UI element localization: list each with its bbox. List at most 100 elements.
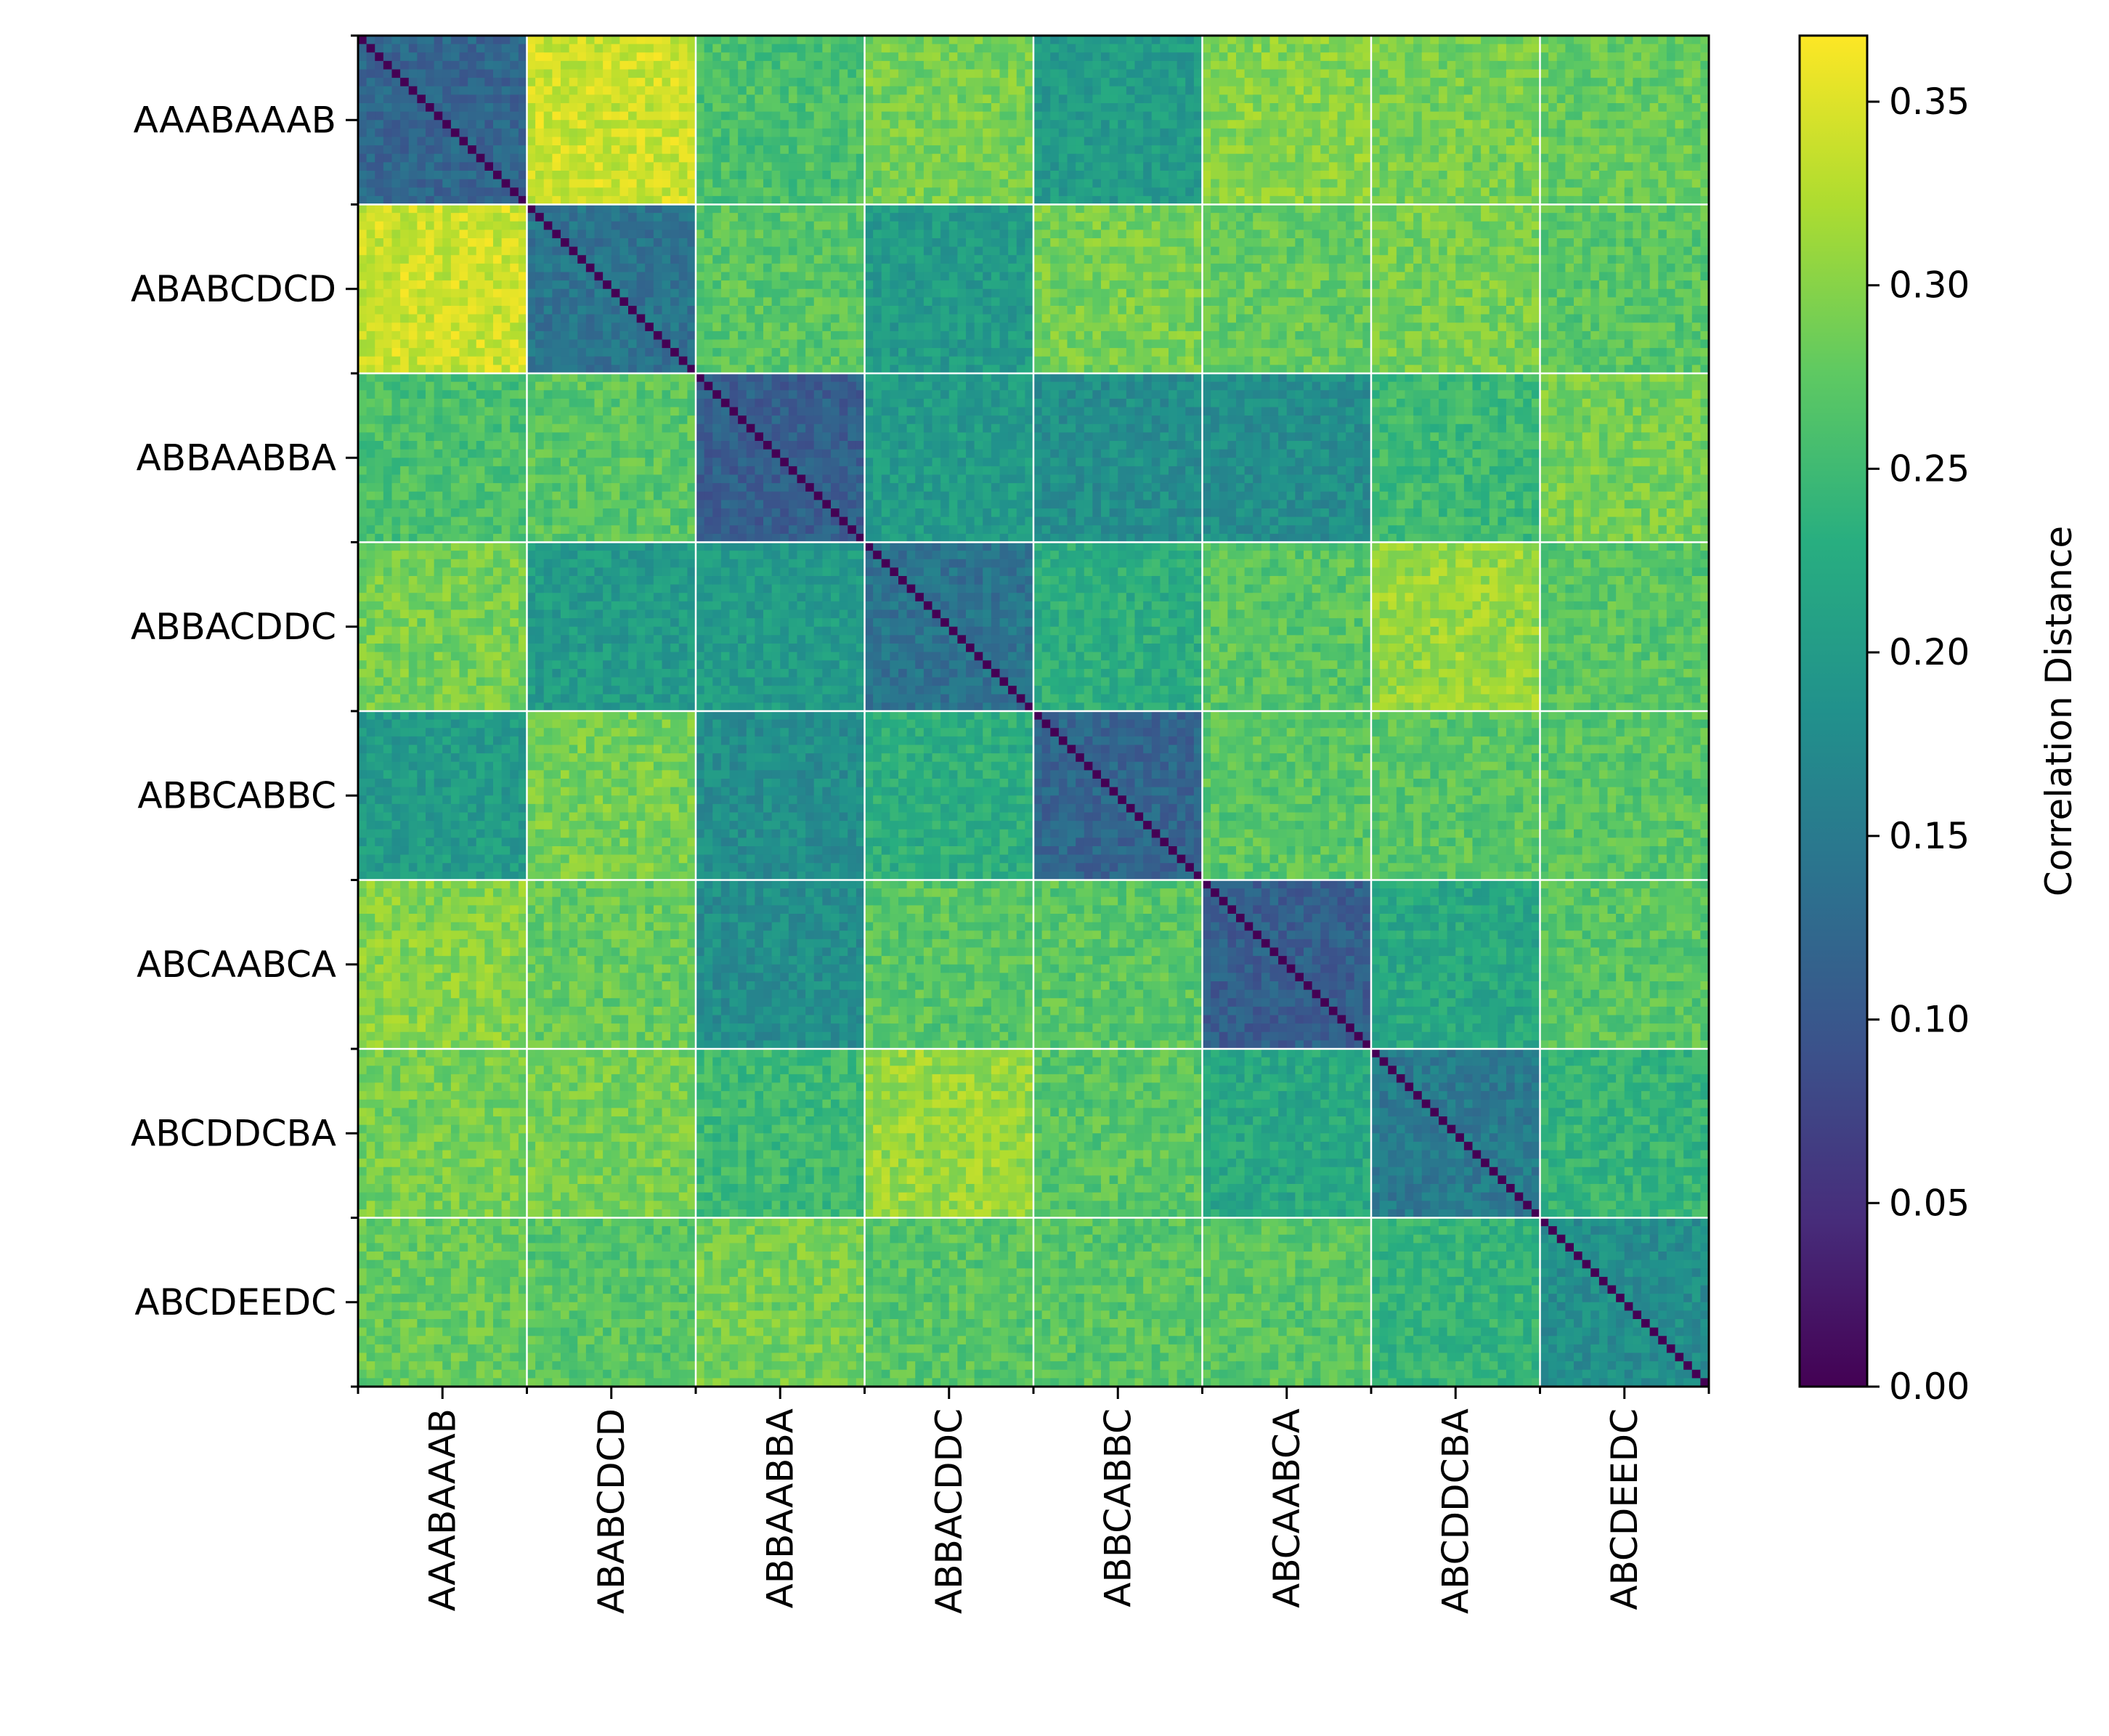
heatmap-cell	[1008, 129, 1017, 137]
heatmap-cell	[1658, 52, 1667, 61]
heatmap-cell	[1354, 44, 1363, 53]
heatmap-cell	[1203, 120, 1211, 129]
heatmap-cell	[1312, 52, 1321, 61]
heatmap-cell	[1498, 145, 1506, 154]
heatmap-cell	[628, 129, 637, 137]
heatmap-cell	[831, 61, 840, 70]
heatmap-cell	[1590, 120, 1599, 129]
heatmap-cell	[1625, 137, 1633, 146]
heatmap-cell	[755, 61, 763, 70]
heatmap-cell	[772, 52, 781, 61]
heatmap-cell	[1540, 120, 1549, 129]
heatmap-cell	[468, 86, 476, 95]
heatmap-cell	[865, 78, 874, 86]
heatmap-cell	[1540, 137, 1549, 146]
heatmap-cell	[611, 61, 620, 70]
heatmap-cell	[1498, 52, 1506, 61]
heatmap-cell	[907, 162, 916, 171]
heatmap-cell	[1059, 154, 1068, 163]
heatmap-cell	[1211, 112, 1219, 121]
heatmap-cell	[1253, 36, 1261, 44]
heatmap-cell	[1675, 86, 1684, 95]
heatmap-cell	[400, 171, 409, 179]
heatmap-cell	[940, 103, 949, 112]
heatmap-cell	[797, 52, 806, 61]
heatmap-cell	[375, 52, 383, 61]
heatmap-cell	[586, 86, 595, 95]
heatmap-cell	[586, 61, 595, 70]
heatmap-cell	[1515, 145, 1524, 154]
heatmap-cell	[1101, 120, 1110, 129]
heatmap-cell	[1110, 36, 1118, 44]
heatmap-cell	[383, 171, 392, 179]
heatmap-cell	[1430, 70, 1439, 78]
heatmap-cell	[595, 78, 604, 86]
heatmap-cell	[730, 52, 739, 61]
heatmap-cell	[1076, 94, 1084, 103]
heatmap-cell	[721, 120, 730, 129]
heatmap-cell	[730, 162, 739, 171]
heatmap-cell	[1092, 52, 1101, 61]
heatmap-cell	[1152, 145, 1161, 154]
heatmap-cell	[1490, 154, 1498, 163]
heatmap-cell	[375, 137, 383, 146]
heatmap-cell	[1236, 162, 1245, 171]
heatmap-cell	[1042, 162, 1051, 171]
heatmap-cell	[1641, 70, 1650, 78]
heatmap-cell	[1557, 70, 1566, 78]
heatmap-cell	[637, 94, 646, 103]
heatmap-cell	[1092, 162, 1101, 171]
heatmap-cell	[1227, 61, 1236, 70]
heatmap-cell	[451, 61, 460, 70]
heatmap-cell	[1430, 86, 1439, 95]
heatmap-cell	[1565, 94, 1574, 103]
heatmap-cell	[595, 70, 604, 78]
heatmap-cell	[957, 86, 966, 95]
heatmap-cell	[358, 70, 367, 78]
heatmap-cell	[1540, 103, 1549, 112]
heatmap-cell	[966, 154, 975, 163]
heatmap-cell	[383, 78, 392, 86]
heatmap-cell	[721, 129, 730, 137]
heatmap-cell	[569, 44, 578, 53]
heatmap-cell	[451, 120, 460, 129]
heatmap-cell	[890, 145, 898, 154]
heatmap-cell	[434, 162, 443, 171]
heatmap-cell	[1354, 94, 1363, 103]
heatmap-cell	[400, 78, 409, 86]
heatmap-figure: AAABAAABABABCDCDABBAABBAABBACDDCABBCABBC…	[0, 0, 2109, 1736]
heatmap-cell	[1515, 103, 1524, 112]
heatmap-cell	[975, 94, 983, 103]
heatmap-cell	[442, 154, 451, 163]
heatmap-cell	[1236, 137, 1245, 146]
heatmap-cell	[983, 61, 991, 70]
heatmap-cell	[595, 120, 604, 129]
heatmap-cell	[1380, 112, 1389, 121]
heatmap-cell	[510, 78, 519, 86]
heatmap-cell	[1295, 103, 1304, 112]
heatmap-cell	[1219, 61, 1228, 70]
heatmap-cell	[1582, 52, 1591, 61]
heatmap-cell	[502, 61, 511, 70]
heatmap-cell	[983, 86, 991, 95]
heatmap-cell	[1185, 103, 1194, 112]
heatmap-cell	[1490, 120, 1498, 129]
heatmap-cell	[375, 171, 383, 179]
heatmap-cell	[1683, 78, 1692, 86]
heatmap-cell	[1076, 137, 1084, 146]
heatmap-cell	[1033, 145, 1042, 154]
heatmap-cell	[1211, 120, 1219, 129]
heatmap-cell	[780, 36, 789, 44]
heatmap-cell	[468, 78, 476, 86]
heatmap-cell	[358, 112, 367, 121]
heatmap-cell	[1312, 78, 1321, 86]
heatmap-cell	[637, 103, 646, 112]
heatmap-cell	[561, 78, 569, 86]
heatmap-cell	[1059, 52, 1068, 61]
heatmap-cell	[552, 162, 561, 171]
heatmap-cell	[1287, 120, 1296, 129]
heatmap-cell	[484, 86, 493, 95]
heatmap-cell	[1616, 154, 1625, 163]
heatmap-cell	[502, 103, 511, 112]
heatmap-cell	[662, 78, 671, 86]
